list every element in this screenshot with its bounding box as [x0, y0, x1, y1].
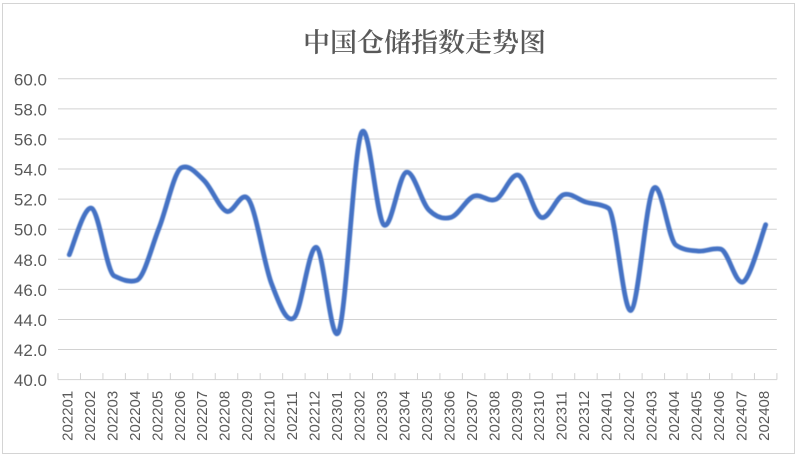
- svg-text:202208: 202208: [217, 391, 234, 441]
- svg-text:202204: 202204: [127, 391, 144, 441]
- svg-text:202206: 202206: [172, 391, 189, 441]
- svg-text:202203: 202203: [104, 391, 121, 441]
- svg-text:202406: 202406: [711, 391, 728, 441]
- svg-text:202306: 202306: [441, 391, 458, 441]
- svg-text:202211: 202211: [284, 391, 301, 440]
- svg-text:202305: 202305: [419, 391, 436, 441]
- svg-text:202209: 202209: [239, 391, 256, 441]
- svg-text:202407: 202407: [733, 391, 750, 441]
- svg-text:60.0: 60.0: [14, 70, 47, 89]
- svg-text:58.0: 58.0: [14, 100, 47, 119]
- svg-text:202311: 202311: [554, 391, 571, 440]
- svg-text:52.0: 52.0: [14, 191, 47, 210]
- svg-text:202302: 202302: [351, 391, 368, 441]
- svg-text:202201: 202201: [59, 391, 76, 441]
- svg-text:202403: 202403: [644, 391, 661, 441]
- svg-text:202212: 202212: [307, 391, 324, 441]
- svg-text:202207: 202207: [194, 391, 211, 441]
- svg-text:202210: 202210: [262, 391, 279, 441]
- svg-text:202301: 202301: [329, 391, 346, 441]
- svg-text:202303: 202303: [374, 391, 391, 441]
- svg-text:54.0: 54.0: [14, 161, 47, 180]
- svg-text:202307: 202307: [464, 391, 481, 441]
- svg-text:48.0: 48.0: [14, 251, 47, 270]
- svg-text:40.0: 40.0: [14, 371, 47, 390]
- svg-text:44.0: 44.0: [14, 311, 47, 330]
- svg-text:202304: 202304: [396, 391, 413, 441]
- svg-text:46.0: 46.0: [14, 281, 47, 300]
- svg-text:202404: 202404: [666, 391, 683, 441]
- svg-text:50.0: 50.0: [14, 221, 47, 240]
- svg-text:202202: 202202: [82, 391, 99, 441]
- svg-text:202401: 202401: [599, 391, 616, 441]
- svg-text:202408: 202408: [756, 391, 773, 441]
- svg-text:202308: 202308: [486, 391, 503, 441]
- svg-text:202310: 202310: [531, 391, 548, 441]
- svg-text:56.0: 56.0: [14, 130, 47, 149]
- svg-text:42.0: 42.0: [14, 341, 47, 360]
- svg-text:202205: 202205: [149, 391, 166, 441]
- svg-text:202312: 202312: [576, 391, 593, 441]
- svg-text:202405: 202405: [688, 391, 705, 441]
- svg-text:202309: 202309: [509, 391, 526, 441]
- svg-text:202402: 202402: [621, 391, 638, 441]
